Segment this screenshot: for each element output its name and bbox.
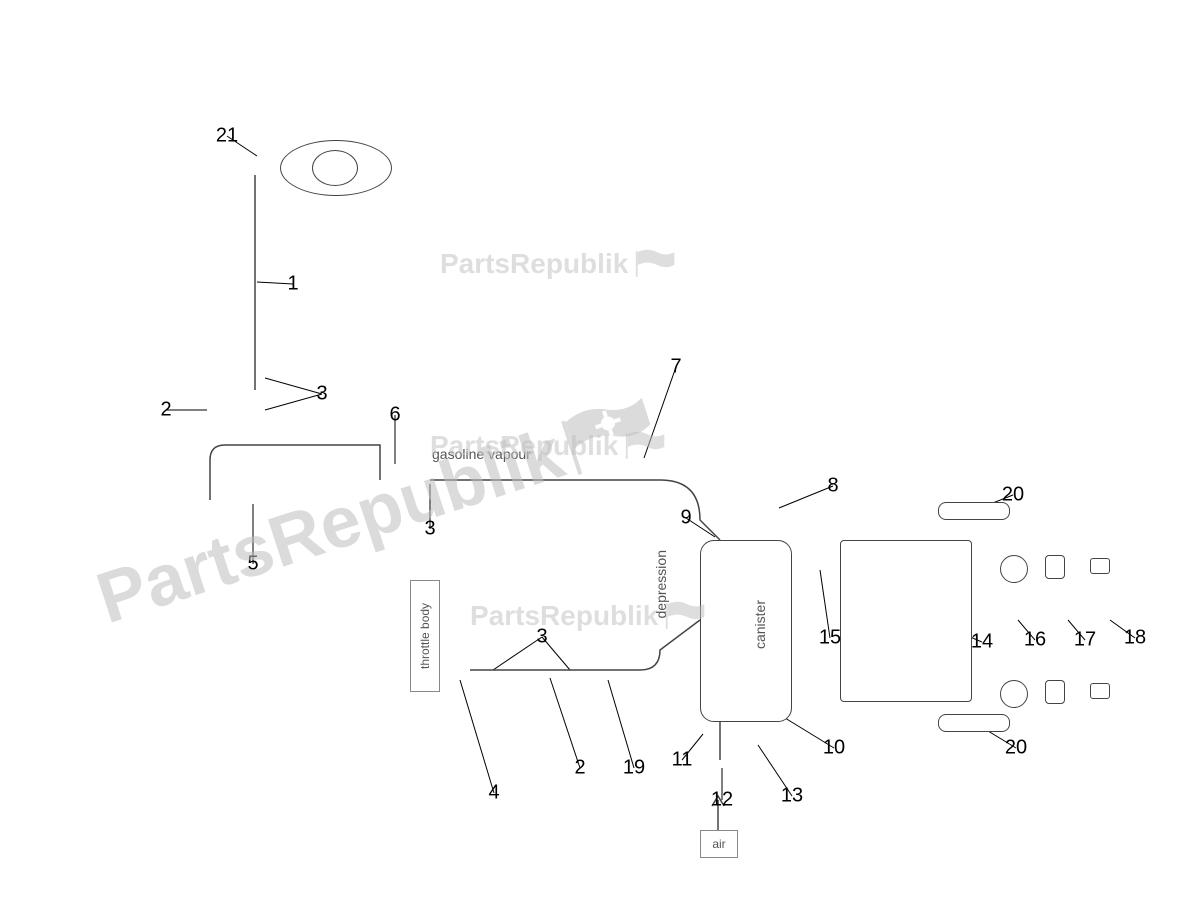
bracket	[840, 540, 972, 702]
canister-label: canister	[752, 600, 768, 649]
pad-bottom	[938, 714, 1010, 732]
callout-19: 19	[623, 757, 645, 780]
flag-icon	[556, 389, 667, 480]
depression-label: depression	[653, 550, 669, 619]
throttle-body-label: throttle body	[418, 603, 432, 669]
callout-2: 2	[160, 399, 171, 422]
reservoir-inner	[312, 150, 358, 186]
watermark-text: PartsRepublik	[440, 248, 628, 280]
air-box: air	[700, 830, 738, 858]
callout-18: 18	[1124, 627, 1146, 650]
callout-10: 10	[823, 737, 845, 760]
callout-16: 16	[1024, 629, 1046, 652]
callout-5: 5	[247, 553, 258, 576]
callout-20: 20	[1005, 737, 1027, 760]
callout-8: 8	[827, 475, 838, 498]
flag-icon	[634, 249, 678, 279]
callout-9: 9	[680, 507, 691, 530]
leader-lines	[0, 0, 1204, 903]
watermark-text: PartsRepublik	[470, 600, 658, 632]
callout-6: 6	[389, 404, 400, 427]
flag-icon	[624, 431, 668, 461]
callout-21: 21	[216, 125, 238, 148]
pad-top	[938, 502, 1010, 520]
canister-body	[700, 540, 792, 722]
callout-14: 14	[971, 631, 993, 654]
callout-17: 17	[1074, 629, 1096, 652]
hw-17b	[1045, 680, 1065, 704]
callout-11: 11	[672, 749, 693, 772]
callout-7: 7	[670, 356, 681, 379]
hw-18a	[1090, 558, 1110, 574]
throttle-body-box: throttle body	[410, 580, 440, 692]
watermark-small-1: PartsRepublik	[440, 248, 678, 280]
callout-12: 12	[711, 789, 733, 812]
hw-18b	[1090, 683, 1110, 699]
air-label: air	[712, 837, 725, 851]
watermark-big: PartsRepublik	[87, 381, 670, 640]
callout-13: 13	[781, 785, 803, 808]
callout-20: 20	[1002, 484, 1024, 507]
callout-3: 3	[316, 383, 327, 406]
callout-1: 1	[287, 273, 298, 296]
hw-16b	[1000, 680, 1028, 708]
callout-4: 4	[488, 782, 499, 805]
watermark-small-3: PartsRepublik	[470, 600, 708, 632]
callout-15: 15	[819, 627, 841, 650]
diagram-stage: throttle body air gasoline vapour depres…	[0, 0, 1204, 903]
hw-17a	[1045, 555, 1065, 579]
hw-16a	[1000, 555, 1028, 583]
callout-2: 2	[574, 757, 585, 780]
gasoline-vapour-label: gasoline vapour	[432, 446, 531, 462]
callout-3: 3	[536, 626, 547, 649]
callout-3: 3	[424, 518, 435, 541]
